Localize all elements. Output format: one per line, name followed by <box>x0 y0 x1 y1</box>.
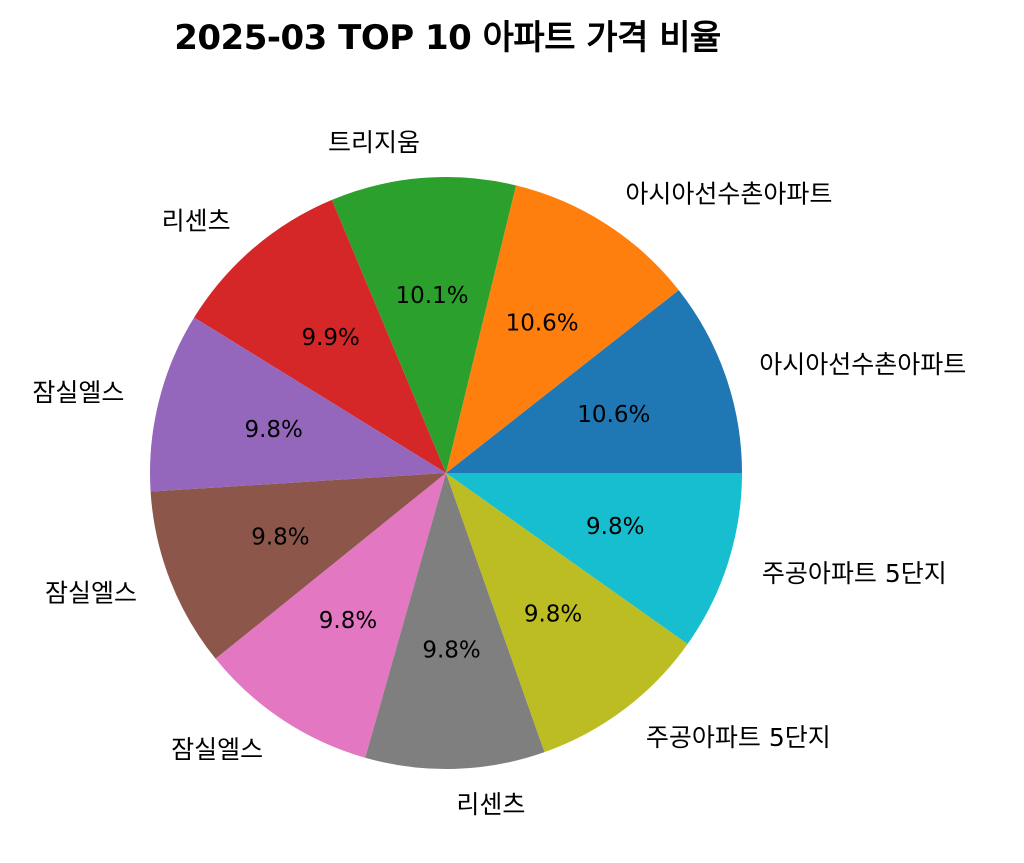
slice-percentage-label: 10.6% <box>506 311 579 337</box>
pie-slice-9 <box>446 473 688 753</box>
slice-category-label: 잠실엘스 <box>45 579 137 608</box>
pie-slice-5 <box>149 317 446 492</box>
slice-category-label: 트리지움 <box>328 128 420 157</box>
slice-category-label: 주공아파트 5단지 <box>762 559 947 588</box>
pie-slice-8 <box>365 473 545 769</box>
slice-category-label: 리센츠 <box>162 206 231 235</box>
chart-title: 2025-03 TOP 10 아파트 가격 비율 <box>174 18 721 58</box>
pie-slice-4 <box>194 199 446 474</box>
slice-category-label: 잠실엘스 <box>171 735 263 764</box>
category-labels: 아시아선수촌아파트아시아선수촌아파트트리지움리센츠잠실엘스잠실엘스잠실엘스리센츠… <box>32 128 966 819</box>
slice-category-label: 주공아파트 5단지 <box>646 723 831 752</box>
slice-category-label: 아시아선수촌아파트 <box>759 350 966 379</box>
slice-percentage-label: 9.8% <box>524 602 582 628</box>
slice-percentage-label: 9.8% <box>422 638 480 664</box>
percentage-labels: 10.6% 10.6% 10.1% 9.9% 9.8% 9.8% 9.8% 9.8% 9.8% 9… <box>244 283 650 664</box>
pie-slice-10 <box>446 473 742 644</box>
pie-slice-2 <box>446 185 679 473</box>
slice-percentage-label: 9.8% <box>319 608 377 634</box>
slice-percentage-label: 9.9% <box>301 325 359 351</box>
pie-slice-7 <box>215 473 446 758</box>
pie-slice-3 <box>331 177 517 473</box>
pie-slice-6 <box>150 473 446 659</box>
pie-slice-1 <box>446 290 742 473</box>
slice-percentage-label: 10.1% <box>396 283 469 309</box>
slice-percentage-label: 10.6% <box>577 402 650 428</box>
slice-percentage-label: 9.8% <box>586 514 644 540</box>
pie-slices <box>149 177 742 769</box>
slice-category-label: 잠실엘스 <box>32 378 124 407</box>
slice-category-label: 아시아선수촌아파트 <box>625 180 832 209</box>
slice-category-label: 리센츠 <box>456 790 525 819</box>
slice-percentage-label: 9.8% <box>251 524 309 550</box>
slice-percentage-label: 9.8% <box>244 417 302 443</box>
